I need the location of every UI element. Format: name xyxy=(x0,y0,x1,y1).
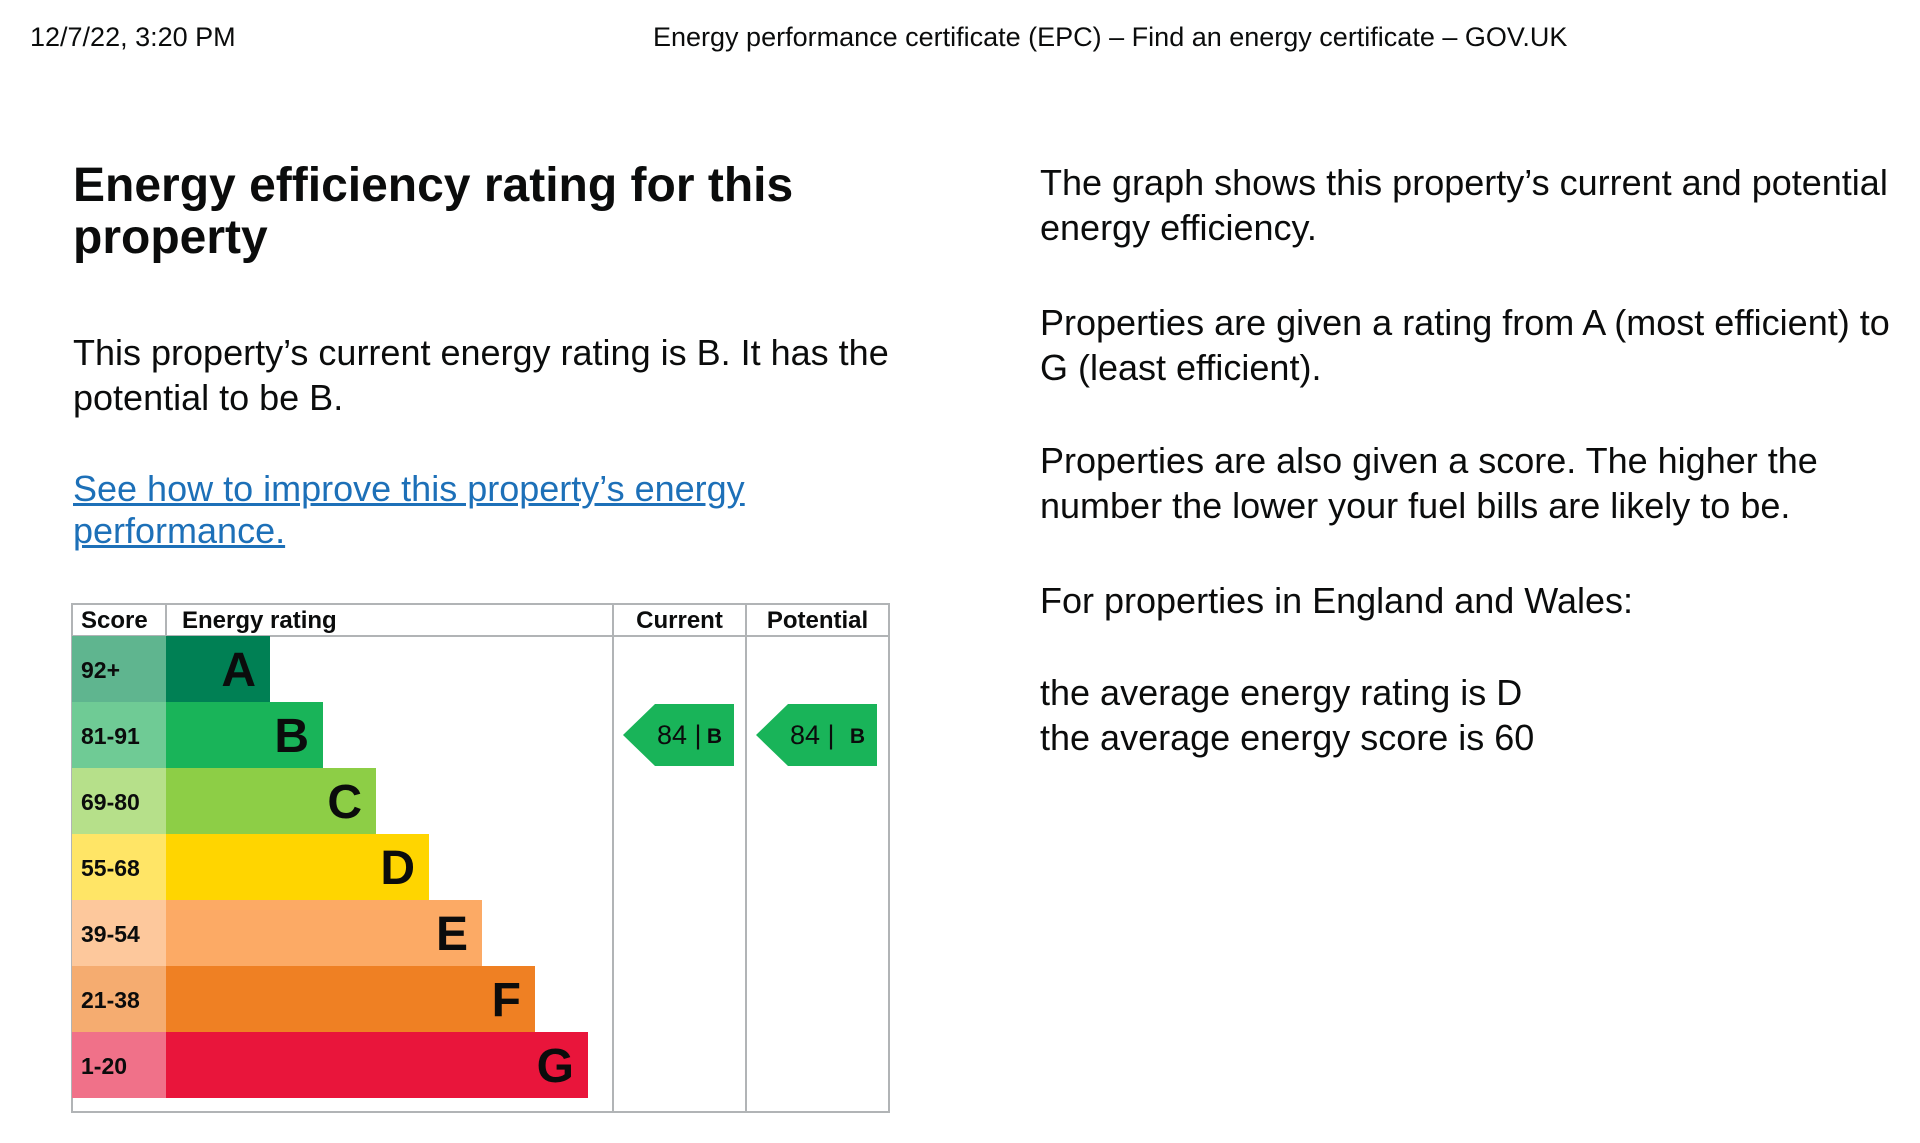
rating-bar-f xyxy=(166,966,535,1032)
potential-rating-letter: B xyxy=(850,725,865,748)
rating-bar-g xyxy=(166,1032,588,1098)
score-cell-f xyxy=(72,966,166,1032)
average-rating: the average energy rating is D xyxy=(1040,672,1523,713)
rating-letter-c: C xyxy=(327,776,362,829)
score-range-a: 92+ xyxy=(81,657,120,683)
rating-bar-e xyxy=(166,900,482,966)
rating-letter-f: F xyxy=(492,974,521,1027)
score-cell-c xyxy=(72,768,166,834)
rating-bar-b xyxy=(166,702,323,768)
header-potential: Potential xyxy=(767,607,868,634)
print-header: 12/7/22, 3:20 PM Energy performance cert… xyxy=(30,22,1890,54)
average-score: the average energy score is 60 xyxy=(1040,717,1535,758)
current-rating-score: 84 | xyxy=(657,720,702,750)
score-cell-g xyxy=(72,1032,166,1098)
section-heading: Energy efficiency rating for this proper… xyxy=(73,159,794,264)
header-energy-rating: Energy rating xyxy=(182,607,337,634)
rating-letter-e: E xyxy=(436,908,468,961)
improve-energy-link[interactable]: See how to improve this property’s energ… xyxy=(73,468,745,551)
current-rating-letter: B xyxy=(707,725,722,748)
score-cell-e xyxy=(72,900,166,966)
rating-bar-a xyxy=(166,636,270,702)
current-rating-arrow xyxy=(623,704,734,766)
rating-letter-a: A xyxy=(221,644,256,697)
print-page-title: Energy performance certificate (EPC) – F… xyxy=(653,22,1568,52)
explanation-score: Properties are also given a score. The h… xyxy=(1040,440,1818,526)
score-range-d: 55-68 xyxy=(81,855,140,881)
rating-letter-d: D xyxy=(380,842,415,895)
rating-letter-b: B xyxy=(274,710,309,763)
epc-rating-chart: Score Energy rating Current Potential 92+ A 81… xyxy=(71,603,890,1113)
score-range-b: 81-91 xyxy=(81,723,140,749)
rating-bar-c xyxy=(166,768,376,834)
rating-letter-g: G xyxy=(537,1040,574,1093)
potential-rating-arrow xyxy=(756,704,877,766)
score-cell-a xyxy=(72,636,166,702)
rating-summary: This property’s current energy rating is… xyxy=(73,332,889,418)
score-range-c: 69-80 xyxy=(81,789,140,815)
print-date: 12/7/22, 3:20 PM xyxy=(30,22,236,52)
score-cell-b xyxy=(72,702,166,768)
score-cell-d xyxy=(72,834,166,900)
rating-section: Energy efficiency rating for this proper… xyxy=(73,159,933,552)
score-range-e: 39-54 xyxy=(81,921,140,947)
explanation-graph: The graph shows this property’s current … xyxy=(1040,162,1888,248)
header-score: Score xyxy=(81,607,148,634)
score-range-f: 21-38 xyxy=(81,987,140,1013)
score-range-g: 1-20 xyxy=(81,1053,127,1079)
explanation-rating-range: Properties are given a rating from A (mo… xyxy=(1040,302,1890,388)
header-current: Current xyxy=(636,607,723,634)
potential-rating-score: 84 | xyxy=(790,720,835,750)
rating-bar-d xyxy=(166,834,429,900)
explanation-region: For properties in England and Wales: xyxy=(1040,580,1633,621)
